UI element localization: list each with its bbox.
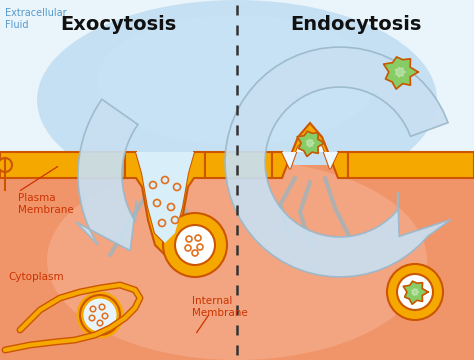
Text: Plasma
Membrane: Plasma Membrane	[18, 193, 74, 215]
Polygon shape	[0, 165, 474, 360]
Polygon shape	[136, 152, 194, 243]
Polygon shape	[0, 152, 125, 178]
Polygon shape	[76, 99, 138, 251]
Circle shape	[163, 213, 227, 277]
Circle shape	[80, 295, 120, 335]
Polygon shape	[272, 123, 348, 178]
Ellipse shape	[47, 160, 427, 360]
Text: Extracellular
Fluid: Extracellular Fluid	[5, 8, 67, 30]
Polygon shape	[403, 281, 428, 304]
Circle shape	[175, 225, 215, 265]
Polygon shape	[0, 0, 474, 165]
Polygon shape	[395, 67, 405, 77]
Polygon shape	[297, 131, 324, 156]
Polygon shape	[411, 289, 419, 296]
Polygon shape	[205, 152, 272, 178]
Polygon shape	[225, 47, 451, 277]
Text: Exocytosis: Exocytosis	[60, 15, 176, 34]
Text: Cytoplasm: Cytoplasm	[8, 272, 64, 282]
Circle shape	[0, 158, 12, 172]
Polygon shape	[348, 152, 474, 178]
Text: Internal
Membrane: Internal Membrane	[192, 296, 248, 318]
Polygon shape	[282, 135, 338, 169]
Ellipse shape	[37, 0, 437, 200]
Polygon shape	[306, 139, 314, 147]
Text: Endocytosis: Endocytosis	[290, 15, 422, 34]
Polygon shape	[125, 152, 205, 255]
Polygon shape	[383, 57, 418, 89]
Circle shape	[387, 264, 443, 320]
Ellipse shape	[97, 15, 377, 145]
Circle shape	[397, 274, 433, 310]
